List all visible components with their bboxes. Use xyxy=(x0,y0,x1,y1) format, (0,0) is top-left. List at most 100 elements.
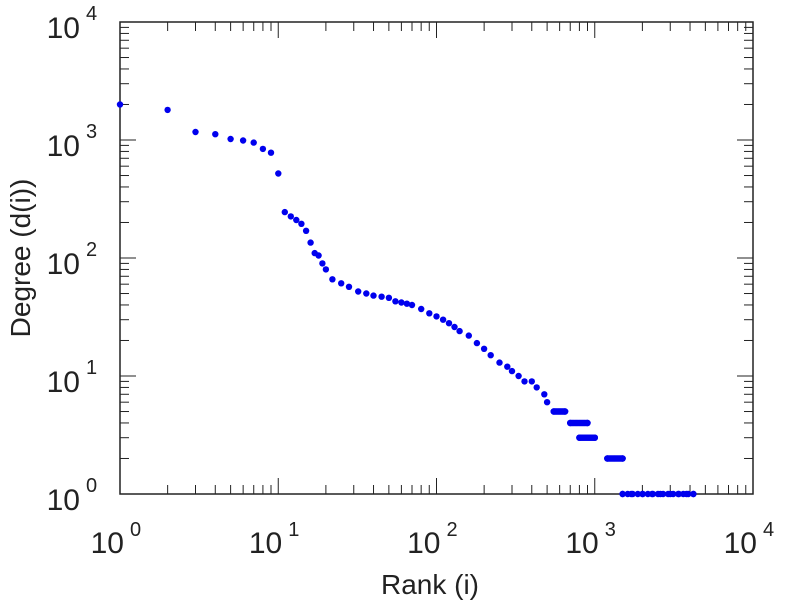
data-point xyxy=(619,490,626,498)
data-point xyxy=(561,408,569,415)
data-point xyxy=(227,135,234,143)
y-tick-label: 10 3 xyxy=(47,121,98,163)
data-point xyxy=(319,260,326,267)
data-point xyxy=(639,490,646,498)
y-tick-base: 10 xyxy=(47,248,80,281)
x-tick-base: 10 xyxy=(724,527,757,560)
y-tick-exponent: 3 xyxy=(86,121,97,143)
x-tick-label: 10 2 xyxy=(407,519,458,560)
x-tick-exponent: 0 xyxy=(130,519,141,541)
data-point xyxy=(315,252,322,259)
data-point xyxy=(675,490,682,498)
data-point xyxy=(385,294,393,301)
data-point xyxy=(259,145,267,153)
data-point xyxy=(403,300,411,307)
data-point xyxy=(426,310,433,317)
data-point xyxy=(192,128,199,136)
data-point xyxy=(533,384,540,391)
data-point xyxy=(345,283,353,290)
data-point xyxy=(378,293,385,300)
data-point xyxy=(439,316,447,323)
x-tick-base: 10 xyxy=(249,527,282,560)
y-tick-exponent: 2 xyxy=(86,239,97,261)
data-point xyxy=(591,434,598,441)
data-point xyxy=(504,363,511,370)
y-tick-exponent: 1 xyxy=(86,357,97,379)
data-point xyxy=(293,216,300,224)
x-tick-exponent: 1 xyxy=(288,519,299,541)
y-tick-exponent: 4 xyxy=(86,3,97,25)
y-tick-base: 10 xyxy=(47,366,80,399)
data-point xyxy=(275,170,282,177)
data-point xyxy=(370,292,377,299)
data-point xyxy=(515,372,522,380)
data-point xyxy=(408,301,416,309)
data-point xyxy=(664,490,672,498)
y-tick-label: 10 0 xyxy=(47,475,98,517)
minor-ticks xyxy=(120,22,753,494)
data-point xyxy=(624,490,631,498)
data-point xyxy=(629,490,636,498)
data-point xyxy=(680,490,687,498)
x-tick-exponent: 2 xyxy=(447,519,458,541)
x-tick-base: 10 xyxy=(565,527,598,560)
data-point xyxy=(649,490,657,498)
data-point xyxy=(584,419,591,427)
data-point xyxy=(392,298,399,305)
data-point xyxy=(363,290,370,297)
data-point xyxy=(541,391,548,398)
data-point xyxy=(445,320,453,327)
y-tick-label: 10 4 xyxy=(47,3,98,45)
data-point xyxy=(267,149,275,156)
data-point xyxy=(634,490,641,498)
y-tick-exponent: 0 xyxy=(86,475,97,497)
data-point xyxy=(543,399,551,406)
data-point xyxy=(302,227,310,234)
data-point xyxy=(619,455,626,462)
data-point xyxy=(307,239,314,246)
y-tick-label: 10 2 xyxy=(47,239,98,281)
data-point xyxy=(690,490,697,498)
data-point xyxy=(250,139,257,146)
data-point xyxy=(298,220,305,227)
y-tick-labels: 10 0 10 1 10 2 10 3 10 4 xyxy=(47,3,98,517)
data-point xyxy=(322,266,330,273)
data-point xyxy=(398,299,405,306)
x-tick-label: 10 4 xyxy=(724,519,775,560)
x-tick-label: 10 3 xyxy=(565,519,616,560)
data-points xyxy=(116,101,697,498)
y-tick-base: 10 xyxy=(47,484,80,517)
data-point xyxy=(508,367,516,375)
data-point xyxy=(465,332,472,339)
x-tick-labels: 10 0 10 1 10 2 10 3 10 4 xyxy=(91,519,775,560)
data-point xyxy=(239,137,247,144)
y-tick-label: 10 1 xyxy=(47,357,98,399)
plot-frame xyxy=(119,21,754,495)
y-tick-base: 10 xyxy=(47,130,80,163)
data-point xyxy=(456,327,463,335)
x-axis-label: Rank (i) xyxy=(381,569,479,600)
x-tick-base: 10 xyxy=(91,527,124,560)
data-point xyxy=(480,345,488,352)
y-tick-base: 10 xyxy=(47,12,80,45)
x-tick-label: 10 0 xyxy=(91,519,142,560)
data-point xyxy=(521,378,528,385)
data-point xyxy=(338,280,345,287)
data-point xyxy=(433,313,440,320)
data-point xyxy=(418,305,425,313)
data-point xyxy=(473,339,481,347)
data-point xyxy=(451,323,458,331)
data-point xyxy=(212,131,219,138)
x-tick-exponent: 3 xyxy=(605,519,616,541)
x-tick-exponent: 4 xyxy=(763,519,774,541)
data-point xyxy=(659,490,667,498)
data-point xyxy=(644,490,652,498)
data-point xyxy=(287,213,294,220)
data-point xyxy=(329,276,336,283)
x-tick-label: 10 1 xyxy=(249,519,300,560)
data-point xyxy=(528,378,535,385)
data-point xyxy=(654,490,662,498)
data-point xyxy=(355,288,362,295)
x-tick-base: 10 xyxy=(407,527,440,560)
